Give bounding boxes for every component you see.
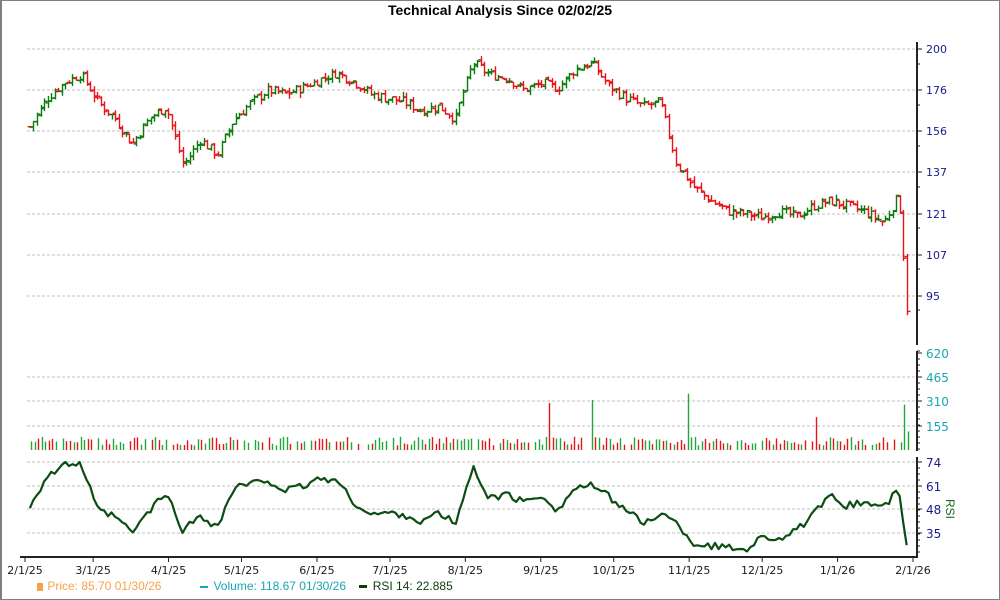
legend: Price: 85.70 01/30/26 Volume: 118.67 01/… (36, 579, 461, 593)
volume-axis: 620 465 310 155 (917, 347, 949, 450)
price-axis: 200 176 156 137 121 107 95 (917, 43, 947, 352)
svg-text:2/1/26: 2/1/26 (895, 564, 930, 577)
legend-rsi: RSI 14: 22.885 (357, 579, 456, 593)
svg-text:1/1/26: 1/1/26 (820, 564, 855, 577)
chart-title: Technical Analysis Since 02/02/25 (387, 2, 613, 18)
svg-text:10/1/25: 10/1/25 (593, 564, 635, 577)
svg-text:4/1/25: 4/1/25 (151, 564, 186, 577)
svg-text:156: 156 (926, 125, 947, 138)
svg-text:465: 465 (926, 371, 949, 385)
price-swatch-icon (37, 582, 43, 591)
svg-text:5/1/25: 5/1/25 (224, 564, 259, 577)
svg-text:7/1/25: 7/1/25 (372, 564, 407, 577)
legend-price: Price: 85.70 01/30/26 (36, 579, 169, 593)
volume-swatch-icon (200, 585, 209, 588)
svg-text:35: 35 (926, 527, 941, 541)
svg-text:121: 121 (926, 208, 947, 221)
volume-bars (30, 393, 910, 450)
svg-text:48: 48 (926, 503, 941, 517)
svg-text:200: 200 (926, 43, 947, 56)
svg-text:620: 620 (926, 347, 949, 361)
svg-text:95: 95 (926, 290, 940, 303)
legend-rsi-text: RSI 14: 22.885 (372, 579, 453, 593)
svg-text:155: 155 (926, 420, 949, 434)
rsi-axis-label: RSI (943, 499, 957, 519)
date-axis: 2/1/25 3/1/25 4/1/25 5/1/25 6/1/25 7/1/25 8/1/… (7, 557, 931, 577)
svg-text:107: 107 (926, 249, 947, 262)
svg-text:176: 176 (926, 84, 947, 97)
legend-price-text: Price: 85.70 01/30/26 (47, 579, 162, 593)
rsi-swatch-icon (359, 584, 368, 588)
svg-text:12/1/25: 12/1/25 (741, 564, 783, 577)
grid-lines (27, 48, 916, 534)
svg-text:2/1/25: 2/1/25 (7, 564, 42, 577)
rsi-axis: 74 61 48 35 (917, 456, 941, 553)
legend-volume-text: Volume: 118.67 01/30/26 (213, 579, 347, 593)
svg-text:61: 61 (926, 480, 941, 494)
svg-text:310: 310 (926, 395, 949, 409)
svg-text:8/1/25: 8/1/25 (448, 564, 483, 577)
svg-text:74: 74 (926, 456, 941, 470)
svg-text:137: 137 (926, 166, 947, 179)
svg-text:9/1/25: 9/1/25 (523, 564, 558, 577)
svg-text:6/1/25: 6/1/25 (299, 564, 334, 577)
price-ohlc-bars (27, 56, 911, 316)
svg-text:11/1/25: 11/1/25 (668, 564, 710, 577)
rsi-line (28, 460, 908, 553)
svg-text:3/1/25: 3/1/25 (75, 564, 110, 577)
legend-volume: Volume: 118.67 01/30/26 (198, 579, 353, 593)
